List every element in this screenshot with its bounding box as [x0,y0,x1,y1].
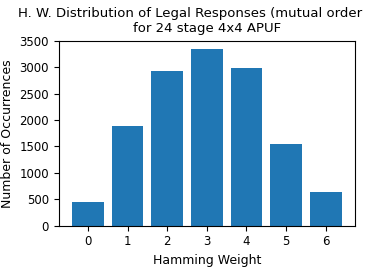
Bar [231,68,262,226]
X-axis label: Hamming Weight: Hamming Weight [153,254,261,267]
Bar [191,49,223,226]
Y-axis label: Number of Occurrences: Number of Occurrences [1,59,14,208]
Title: H. W. Distribution of Legal Responses (mutual order bits)
for 24 stage 4x4 APUF: H. W. Distribution of Legal Responses (m… [18,7,366,35]
Bar [72,202,104,226]
Bar [270,144,302,226]
Bar [310,192,341,226]
Bar [151,72,183,226]
Bar [112,126,143,226]
